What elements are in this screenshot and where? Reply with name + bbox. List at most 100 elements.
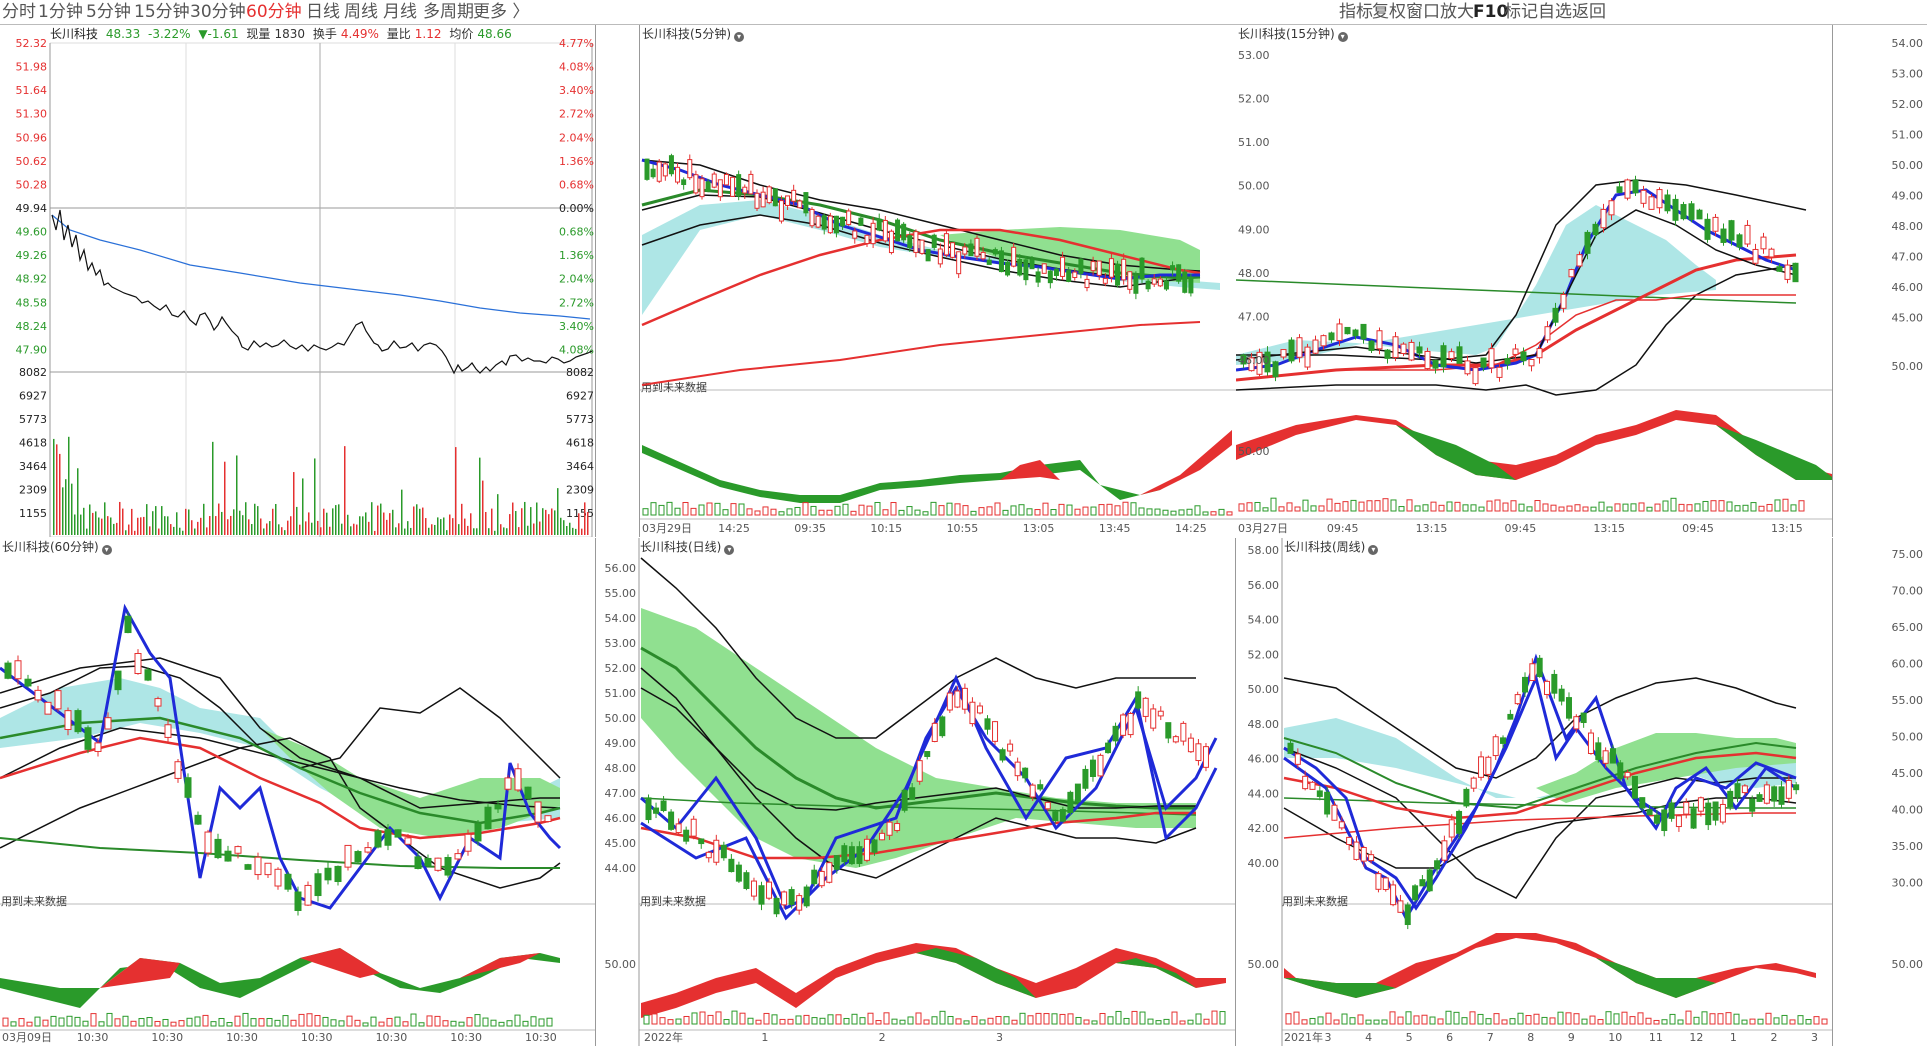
osc-bar <box>1486 500 1493 512</box>
chart-daily[interactable]: 长川科技(日线) ▾ 用到未来数据 56.00 55.00 54.00 53.00 52.… <box>596 538 1236 1046</box>
candle-body <box>728 858 735 873</box>
osc-bar <box>1398 506 1405 512</box>
candle-body <box>781 891 788 906</box>
tab-day[interactable]: 日线 <box>306 2 340 22</box>
menu-window[interactable]: 窗口 <box>1406 2 1440 22</box>
volume-bar <box>488 528 490 535</box>
candle-body <box>1256 351 1263 375</box>
tab-15min[interactable]: 15分钟 <box>134 2 190 22</box>
volume-bar <box>209 516 211 535</box>
candle-body <box>534 801 542 823</box>
candle-body <box>660 800 667 812</box>
osc-bar <box>1357 1014 1364 1025</box>
osc-bar <box>923 1019 930 1025</box>
candle-body <box>194 814 202 825</box>
tab-5min[interactable]: 5分钟 <box>86 2 131 22</box>
volume-bar <box>134 530 136 535</box>
menu-watchlist[interactable]: 自选 <box>1538 2 1572 22</box>
osc-bar <box>1686 504 1693 512</box>
candle-body <box>164 724 172 738</box>
osc-bar <box>1131 1010 1138 1025</box>
tab-1min[interactable]: 1分钟 <box>38 2 83 22</box>
volume-bar <box>365 512 367 535</box>
volume-bar <box>440 519 442 535</box>
tab-week[interactable]: 周线 <box>344 2 378 22</box>
osc-bar <box>1011 1019 1018 1025</box>
osc-bar <box>338 1020 345 1027</box>
osc-bar <box>1413 1015 1420 1025</box>
dropdown-icon[interactable]: ▾ <box>1368 545 1379 555</box>
osc-bar <box>1701 1011 1708 1025</box>
tab-timeshare[interactable]: 分时 <box>2 2 36 22</box>
volume-bar <box>68 436 70 535</box>
candle-body <box>1749 798 1756 812</box>
sub-y-tick-label: 50.00 <box>1238 445 1270 458</box>
volume-bar <box>107 516 109 535</box>
osc-bar <box>939 1010 946 1025</box>
osc-bar <box>1742 504 1749 512</box>
osc-bar <box>1123 1017 1130 1025</box>
volume-bar <box>251 524 253 535</box>
tab-multi-period[interactable]: 多周期 <box>423 2 474 22</box>
candle-body <box>976 705 983 714</box>
osc-bar <box>1122 501 1129 516</box>
volume-bar <box>137 517 139 535</box>
volume-bar <box>446 530 448 535</box>
y-tick-label: 46.00 <box>1248 753 1280 766</box>
candle-body <box>1360 323 1367 340</box>
volume-bar <box>95 511 97 535</box>
volume-bar <box>257 506 259 535</box>
osc-bar <box>1163 1018 1170 1025</box>
chart-5min[interactable]: 长川科技(5分钟) ▾ 用到未来数据 03月29日 14:25 09:35 10:15 1… <box>639 25 1237 537</box>
candle-body <box>1752 248 1759 264</box>
osc-bar <box>354 1019 361 1027</box>
volume-bar <box>146 504 148 535</box>
candle-body <box>720 844 727 859</box>
menu-return[interactable]: 返回 <box>1572 2 1606 22</box>
y-tick-label: 56.00 <box>605 562 637 575</box>
menu-mark[interactable]: 标记 <box>1504 2 1538 22</box>
menu-indicator[interactable]: 指标 <box>1339 2 1373 22</box>
candle-body <box>274 868 282 887</box>
candle-body <box>1344 326 1351 335</box>
menu-f10[interactable]: F10 <box>1473 2 1509 22</box>
dropdown-icon[interactable]: ▾ <box>734 32 744 42</box>
price-tick-label: 50.62 <box>16 155 48 168</box>
dropdown-icon[interactable]: ▾ <box>1337 32 1348 42</box>
intraday-panel[interactable]: 长川科技 48.33 -3.22% ▼-1.61 现量 1830 换手 4.49% … <box>0 25 596 537</box>
candle-body <box>1170 265 1176 271</box>
menu-adjust[interactable]: 复权 <box>1372 2 1406 22</box>
x-tick-label: 1 <box>761 1031 768 1044</box>
osc-bar <box>1202 511 1209 516</box>
osc-bar <box>202 1014 209 1027</box>
volume-bar <box>56 444 58 535</box>
tab-more[interactable]: 更多 〉 <box>473 2 530 22</box>
volume-bars <box>53 436 589 535</box>
osc-bar <box>1286 502 1293 512</box>
tab-60min[interactable]: 60分钟 <box>246 2 302 22</box>
dropdown-icon[interactable]: ▾ <box>101 545 112 555</box>
osc-bar <box>538 1018 545 1027</box>
osc-bar <box>786 508 793 516</box>
candle-body <box>937 248 943 265</box>
pct-tick-label: 1.36% <box>559 249 594 262</box>
osc-bar <box>194 1016 201 1027</box>
chart-15min[interactable]: 长川科技(15分钟) ▾ 53.00 52.00 51.00 50.00 49.00 48.… <box>1236 25 1833 537</box>
menu-zoom[interactable]: 放大 <box>1440 2 1474 22</box>
osc-bar <box>426 1015 433 1027</box>
tab-30min[interactable]: 30分钟 <box>190 2 246 22</box>
tab-month[interactable]: 月线 <box>383 2 417 22</box>
chart-weekly[interactable]: 长川科技(周线) ▾ 用到未来数据 58.00 56.00 54.00 52.00 50.… <box>1236 538 1833 1046</box>
chart-60min[interactable]: 长川科技(60分钟) ▾ 用到未来数据 03月09日 10:30 10:30 10:30… <box>0 538 596 1046</box>
osc-bar <box>1741 1019 1748 1025</box>
osc-bar <box>963 1020 970 1025</box>
candle-body <box>1600 208 1607 229</box>
candle-body <box>1074 783 1081 802</box>
osc-bar <box>1178 509 1185 516</box>
osc-bar <box>914 509 921 516</box>
dropdown-icon[interactable]: ▾ <box>724 545 735 555</box>
osc-bar <box>1637 1012 1644 1025</box>
x-tick-label: 7 <box>1487 1031 1494 1044</box>
intraday-chart: 52.32 51.98 51.64 51.30 50.96 50.62 50.28 49.94… <box>16 37 594 537</box>
candle-body <box>1448 351 1455 359</box>
